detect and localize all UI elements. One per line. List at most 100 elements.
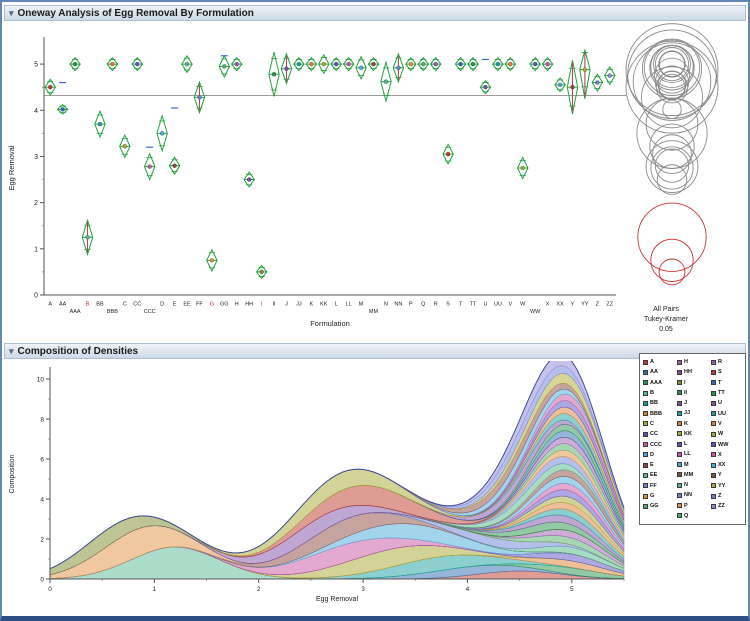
legend-item[interactable]: Y <box>711 470 742 480</box>
legend-item[interactable]: NN <box>677 490 708 500</box>
means-diamond[interactable] <box>168 156 181 175</box>
legend-item[interactable]: BB <box>643 398 674 408</box>
legend-item[interactable]: S <box>711 367 742 377</box>
comparison-circle[interactable] <box>645 140 699 193</box>
means-diamond[interactable] <box>94 109 106 139</box>
group-mean-point[interactable] <box>607 73 612 78</box>
comparison-circle[interactable] <box>656 164 688 195</box>
group-mean-point[interactable] <box>259 269 264 275</box>
group-mean-point[interactable] <box>72 61 78 67</box>
group-mean-point[interactable] <box>346 61 351 67</box>
group-mean-point[interactable] <box>508 61 513 67</box>
means-diamond[interactable] <box>106 56 119 72</box>
group-mean-point[interactable] <box>122 144 127 149</box>
group-mean-point[interactable] <box>110 61 115 67</box>
means-diamond[interactable] <box>380 60 392 103</box>
comparison-circle[interactable] <box>641 66 703 129</box>
means-diamond[interactable] <box>429 56 442 72</box>
comparison-circle[interactable] <box>625 40 719 134</box>
legend-item[interactable]: YY <box>711 481 742 491</box>
group-mean-point[interactable] <box>445 151 451 157</box>
legend-item[interactable]: Q <box>677 511 708 521</box>
means-diamond[interactable] <box>479 79 492 95</box>
legend-item[interactable]: FF <box>643 481 674 491</box>
legend-item[interactable]: KK <box>677 429 708 439</box>
means-diamond[interactable] <box>516 156 529 180</box>
group-mean-point[interactable] <box>284 66 289 71</box>
means-diamond[interactable] <box>392 52 405 84</box>
comparison-circle[interactable] <box>643 39 701 96</box>
legend-item[interactable]: CCC <box>643 439 674 449</box>
oneway-panel-header[interactable]: ▾ Oneway Analysis of Egg Removal By Form… <box>4 5 746 21</box>
means-diamond[interactable] <box>305 56 318 72</box>
means-diamond[interactable] <box>69 56 81 72</box>
group-mean-point[interactable] <box>545 61 550 67</box>
legend-item[interactable]: W <box>711 429 742 439</box>
means-diamond[interactable] <box>579 48 591 99</box>
legend-item[interactable]: H <box>677 357 708 367</box>
group-mean-point[interactable] <box>383 79 389 84</box>
comparison-circle[interactable] <box>632 42 712 121</box>
legend-item[interactable]: LL <box>677 449 708 459</box>
legend-item[interactable]: WW <box>711 439 742 449</box>
comparison-circle[interactable] <box>654 57 690 94</box>
means-diamond[interactable] <box>181 54 193 74</box>
means-diamond[interactable] <box>318 53 330 75</box>
means-diamond[interactable] <box>206 248 218 273</box>
group-mean-point[interactable] <box>396 65 401 70</box>
means-diamond[interactable] <box>355 55 367 81</box>
group-mean-point[interactable] <box>533 61 538 67</box>
means-diamond[interactable] <box>230 56 243 72</box>
group-mean-point[interactable] <box>520 165 525 171</box>
group-mean-point[interactable] <box>495 61 501 67</box>
legend-item[interactable]: U <box>711 398 742 408</box>
comparison-circle[interactable] <box>649 45 695 91</box>
comparison-circle[interactable] <box>641 38 703 99</box>
group-mean-point[interactable] <box>296 61 302 67</box>
group-mean-point[interactable] <box>408 61 413 67</box>
means-diamond[interactable] <box>566 60 579 115</box>
group-mean-point[interactable] <box>371 61 376 67</box>
means-diamond[interactable] <box>467 56 479 72</box>
legend-item[interactable]: HH <box>677 367 708 377</box>
group-mean-point[interactable] <box>222 64 227 69</box>
comparison-circle[interactable] <box>637 202 707 272</box>
group-mean-point[interactable] <box>421 61 426 67</box>
means-diamond[interactable] <box>193 80 206 115</box>
means-diamond[interactable] <box>293 56 305 72</box>
means-diamond[interactable] <box>280 52 293 85</box>
means-diamond[interactable] <box>591 73 604 92</box>
comparison-circle[interactable] <box>654 47 690 82</box>
group-mean-point[interactable] <box>135 61 140 67</box>
legend-item[interactable]: L <box>677 439 708 449</box>
legend-item[interactable]: T <box>711 378 742 388</box>
means-diamond[interactable] <box>119 134 131 159</box>
means-diamond[interactable] <box>218 54 231 79</box>
means-diamond[interactable] <box>442 143 454 165</box>
means-diamond[interactable] <box>404 56 417 72</box>
legend-item[interactable]: GG <box>643 501 674 511</box>
legend-item[interactable]: ZZ <box>711 501 742 511</box>
group-mean-point[interactable] <box>483 85 488 90</box>
comparison-circle[interactable] <box>658 258 686 286</box>
comparison-circle[interactable] <box>658 50 686 78</box>
group-mean-point[interactable] <box>184 61 190 67</box>
group-mean-point[interactable] <box>334 61 339 67</box>
legend-item[interactable]: D <box>643 450 674 460</box>
disclosure-icon[interactable]: ▾ <box>9 345 14 356</box>
means-diamond[interactable] <box>44 78 57 96</box>
means-diamond[interactable] <box>554 77 566 93</box>
legend-item[interactable]: I <box>677 378 708 388</box>
legend-item[interactable]: XX <box>711 460 742 470</box>
group-mean-point[interactable] <box>582 67 588 72</box>
group-mean-point[interactable] <box>159 131 165 136</box>
group-mean-point[interactable] <box>557 82 563 88</box>
legend-item[interactable]: B <box>643 388 674 398</box>
legend-item[interactable]: II <box>677 388 708 398</box>
legend-item[interactable]: AAA <box>643 378 674 388</box>
legend-item[interactable]: V <box>711 419 742 429</box>
legend-item[interactable]: Z <box>711 491 742 501</box>
means-diamond[interactable] <box>143 152 156 181</box>
legend-item[interactable]: AA <box>643 367 674 377</box>
comparison-circle[interactable] <box>654 65 690 100</box>
